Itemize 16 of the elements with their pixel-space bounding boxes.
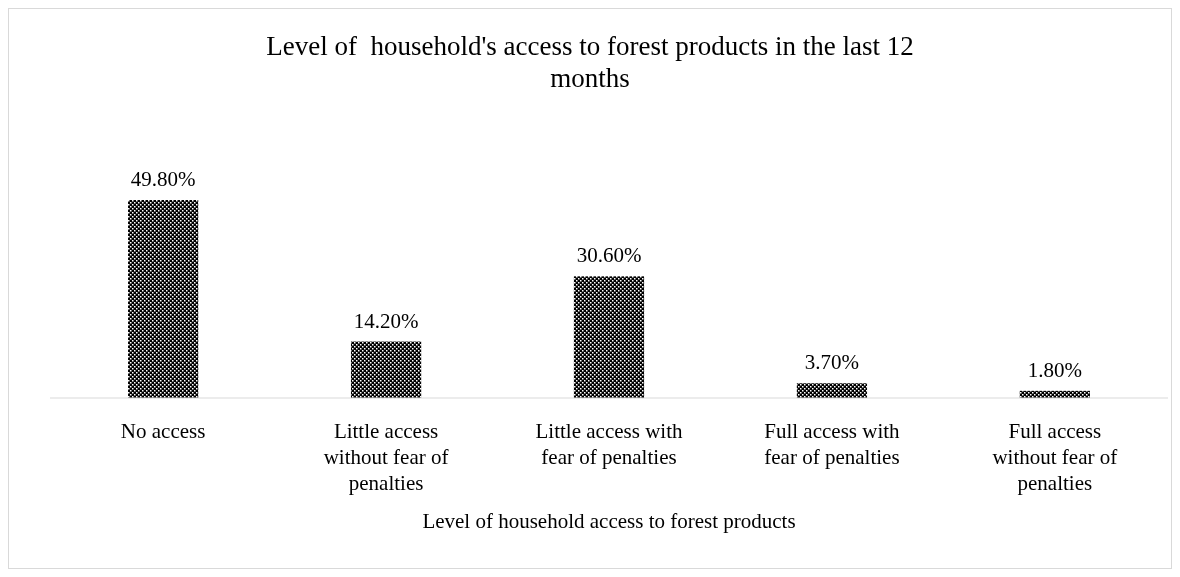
x-tick-label: Little access with fear of penalties bbox=[535, 419, 683, 469]
x-tick-label: No access bbox=[120, 419, 206, 443]
chart-title: Level of household's access to forest products in the last 12 months bbox=[266, 31, 914, 93]
bar bbox=[573, 276, 645, 398]
bar bbox=[350, 341, 422, 398]
bar bbox=[796, 383, 868, 398]
data-label: 30.60% bbox=[576, 243, 642, 268]
x-tick-label: Full access without fear of penalties bbox=[992, 419, 1118, 495]
x-axis-title: Level of household access to forest products bbox=[422, 509, 796, 533]
data-label: 14.20% bbox=[353, 308, 419, 333]
data-label: 3.70% bbox=[804, 350, 860, 375]
x-tick-label: Full access with fear of penalties bbox=[764, 419, 901, 469]
data-label: 49.80% bbox=[130, 167, 196, 191]
bar bbox=[128, 200, 199, 398]
data-label: 1.80% bbox=[1027, 357, 1082, 382]
x-tick-label: Little access without fear of penalties bbox=[323, 419, 449, 495]
